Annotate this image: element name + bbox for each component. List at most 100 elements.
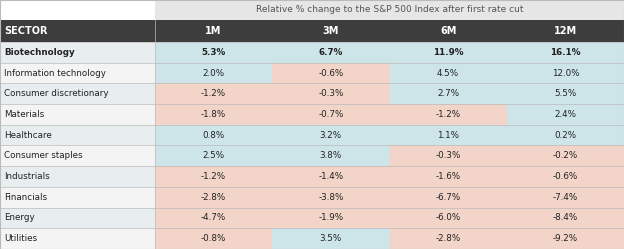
Text: 11.9%: 11.9% bbox=[433, 48, 464, 57]
Text: 16.1%: 16.1% bbox=[550, 48, 580, 57]
Bar bbox=[507, 63, 624, 83]
Text: -3.8%: -3.8% bbox=[318, 193, 344, 202]
Text: -8.4%: -8.4% bbox=[553, 213, 578, 222]
Text: -0.3%: -0.3% bbox=[318, 89, 344, 98]
Bar bbox=[0, 125, 155, 145]
Bar bbox=[389, 83, 507, 104]
Bar bbox=[0, 42, 155, 63]
Bar bbox=[389, 166, 507, 187]
Text: Healthcare: Healthcare bbox=[4, 131, 52, 140]
Text: -6.7%: -6.7% bbox=[436, 193, 461, 202]
Text: -2.8%: -2.8% bbox=[201, 193, 227, 202]
Text: -7.4%: -7.4% bbox=[553, 193, 578, 202]
Bar bbox=[507, 228, 624, 249]
Text: 12M: 12M bbox=[554, 26, 577, 36]
Text: Biotechnology: Biotechnology bbox=[4, 48, 75, 57]
Text: 2.0%: 2.0% bbox=[203, 68, 225, 77]
Text: 4.5%: 4.5% bbox=[437, 68, 459, 77]
Text: 2.7%: 2.7% bbox=[437, 89, 459, 98]
Bar bbox=[507, 104, 624, 125]
Text: -9.2%: -9.2% bbox=[553, 234, 578, 243]
Text: -4.7%: -4.7% bbox=[201, 213, 227, 222]
Bar bbox=[389, 208, 507, 228]
Bar bbox=[272, 145, 389, 166]
Bar bbox=[272, 104, 389, 125]
Text: -2.8%: -2.8% bbox=[436, 234, 461, 243]
Bar bbox=[155, 187, 272, 208]
Text: 3.5%: 3.5% bbox=[319, 234, 342, 243]
Bar bbox=[507, 145, 624, 166]
Bar bbox=[389, 228, 507, 249]
Text: -6.0%: -6.0% bbox=[436, 213, 461, 222]
Bar bbox=[272, 208, 389, 228]
Bar bbox=[0, 83, 155, 104]
Text: Relative % change to the S&P 500 Index after first rate cut: Relative % change to the S&P 500 Index a… bbox=[256, 5, 524, 14]
Bar bbox=[0, 187, 155, 208]
Text: Consumer discretionary: Consumer discretionary bbox=[4, 89, 109, 98]
Bar bbox=[272, 42, 389, 63]
Text: Materials: Materials bbox=[4, 110, 44, 119]
Bar bbox=[507, 83, 624, 104]
Text: -1.9%: -1.9% bbox=[318, 213, 343, 222]
Bar bbox=[507, 208, 624, 228]
Bar bbox=[0, 166, 155, 187]
Text: Consumer staples: Consumer staples bbox=[4, 151, 82, 160]
Bar bbox=[272, 63, 389, 83]
Text: SECTOR: SECTOR bbox=[4, 26, 47, 36]
Bar bbox=[389, 187, 507, 208]
Text: 12.0%: 12.0% bbox=[552, 68, 579, 77]
Bar bbox=[389, 42, 507, 63]
Text: 3.2%: 3.2% bbox=[320, 131, 342, 140]
Text: 3.8%: 3.8% bbox=[319, 151, 342, 160]
Text: 5.3%: 5.3% bbox=[202, 48, 226, 57]
Text: -1.6%: -1.6% bbox=[436, 172, 461, 181]
Bar bbox=[155, 228, 272, 249]
Bar bbox=[0, 208, 155, 228]
Text: -1.2%: -1.2% bbox=[201, 89, 226, 98]
Text: Industrials: Industrials bbox=[4, 172, 50, 181]
Bar bbox=[507, 187, 624, 208]
Text: 5.5%: 5.5% bbox=[554, 89, 577, 98]
Text: -0.6%: -0.6% bbox=[553, 172, 578, 181]
Text: 2.4%: 2.4% bbox=[554, 110, 577, 119]
Text: -0.2%: -0.2% bbox=[553, 151, 578, 160]
Bar bbox=[507, 125, 624, 145]
Bar bbox=[155, 145, 272, 166]
Bar bbox=[155, 166, 272, 187]
Bar bbox=[507, 42, 624, 63]
Bar bbox=[155, 208, 272, 228]
Bar bbox=[389, 104, 507, 125]
Bar bbox=[389, 63, 507, 83]
Bar bbox=[272, 228, 389, 249]
Bar bbox=[272, 187, 389, 208]
Text: 1.1%: 1.1% bbox=[437, 131, 459, 140]
Bar bbox=[155, 83, 272, 104]
Bar bbox=[389, 125, 507, 145]
Text: 0.8%: 0.8% bbox=[203, 131, 225, 140]
Bar bbox=[0, 228, 155, 249]
Text: 1M: 1M bbox=[205, 26, 222, 36]
Text: -1.2%: -1.2% bbox=[201, 172, 226, 181]
Bar bbox=[507, 166, 624, 187]
Text: 0.2%: 0.2% bbox=[554, 131, 577, 140]
Bar bbox=[272, 166, 389, 187]
Text: 3M: 3M bbox=[323, 26, 339, 36]
Text: 2.5%: 2.5% bbox=[203, 151, 225, 160]
Bar bbox=[0, 104, 155, 125]
Text: Energy: Energy bbox=[4, 213, 34, 222]
Text: 6M: 6M bbox=[440, 26, 456, 36]
Bar bbox=[272, 125, 389, 145]
Text: -1.8%: -1.8% bbox=[201, 110, 227, 119]
Bar bbox=[155, 0, 624, 20]
Text: Information technology: Information technology bbox=[4, 68, 106, 77]
Text: -1.2%: -1.2% bbox=[436, 110, 461, 119]
Text: -0.3%: -0.3% bbox=[436, 151, 461, 160]
Text: Financials: Financials bbox=[4, 193, 47, 202]
Text: -0.7%: -0.7% bbox=[318, 110, 344, 119]
Bar bbox=[389, 145, 507, 166]
Bar bbox=[155, 125, 272, 145]
Text: -1.4%: -1.4% bbox=[318, 172, 343, 181]
Bar bbox=[0, 63, 155, 83]
Bar bbox=[0, 20, 624, 42]
Text: -0.6%: -0.6% bbox=[318, 68, 343, 77]
